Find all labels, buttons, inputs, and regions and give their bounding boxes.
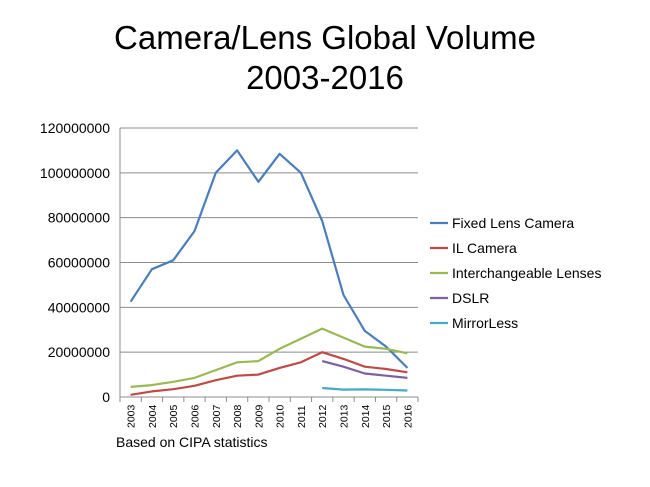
chart-title: Camera/Lens Global Volume 2003-2016 bbox=[0, 18, 650, 98]
y-axis-tick-labels: 0 20000000 40000000 60000000 80000000 1000000… bbox=[40, 120, 110, 405]
y-tick-label: 120000000 bbox=[40, 120, 110, 136]
x-tick-label: 2009 bbox=[253, 404, 265, 428]
source-footnote: Based on CIPA statistics bbox=[116, 434, 268, 450]
x-tick-label: 2007 bbox=[211, 404, 223, 428]
chart-title-line-1: Camera/Lens Global Volume bbox=[114, 19, 536, 56]
x-tick-label: 2013 bbox=[339, 404, 351, 428]
series-line bbox=[129, 149, 409, 369]
gridlines bbox=[120, 127, 418, 353]
x-tick-label: 2005 bbox=[168, 404, 180, 428]
legend-label: IL Camera bbox=[452, 240, 517, 256]
series-line bbox=[130, 351, 408, 396]
legend-label: MirrorLess bbox=[452, 315, 518, 331]
x-axis-tick-labels: 2003 2004 2005 2006 2007 2008 2009 2010 2011 2012… bbox=[126, 404, 415, 428]
x-tick-label: 2004 bbox=[147, 404, 159, 428]
x-tick-label: 2008 bbox=[232, 404, 244, 428]
series-line bbox=[130, 327, 408, 388]
chart-title-line-2: 2003-2016 bbox=[246, 59, 404, 96]
series-lines bbox=[129, 149, 409, 396]
x-tick-label: 2012 bbox=[317, 404, 329, 428]
x-tick-label: 2014 bbox=[360, 404, 372, 428]
legend-label: Fixed Lens Camera bbox=[452, 215, 574, 231]
series-line bbox=[321, 360, 408, 379]
y-tick-label: 40000000 bbox=[48, 299, 111, 315]
series-line bbox=[322, 386, 408, 392]
legend-label: DSLR bbox=[452, 290, 489, 306]
x-tick-label: 2015 bbox=[381, 404, 393, 428]
y-tick-label: 0 bbox=[102, 389, 110, 405]
y-tick-label: 60000000 bbox=[48, 255, 111, 271]
legend: Fixed Lens Camera IL Camera Interchangeabl… bbox=[430, 215, 601, 331]
axes bbox=[119, 128, 419, 402]
legend-label: Interchangeable Lenses bbox=[452, 265, 601, 281]
y-tick-label: 20000000 bbox=[48, 344, 111, 360]
x-tick-label: 2010 bbox=[275, 404, 287, 428]
y-tick-label: 100000000 bbox=[40, 165, 110, 181]
x-tick-label: 2016 bbox=[402, 404, 414, 428]
x-tick-label: 2003 bbox=[126, 404, 138, 428]
x-tick-label: 2011 bbox=[296, 405, 308, 428]
y-tick-label: 80000000 bbox=[48, 210, 111, 226]
x-tick-label: 2006 bbox=[190, 404, 202, 428]
